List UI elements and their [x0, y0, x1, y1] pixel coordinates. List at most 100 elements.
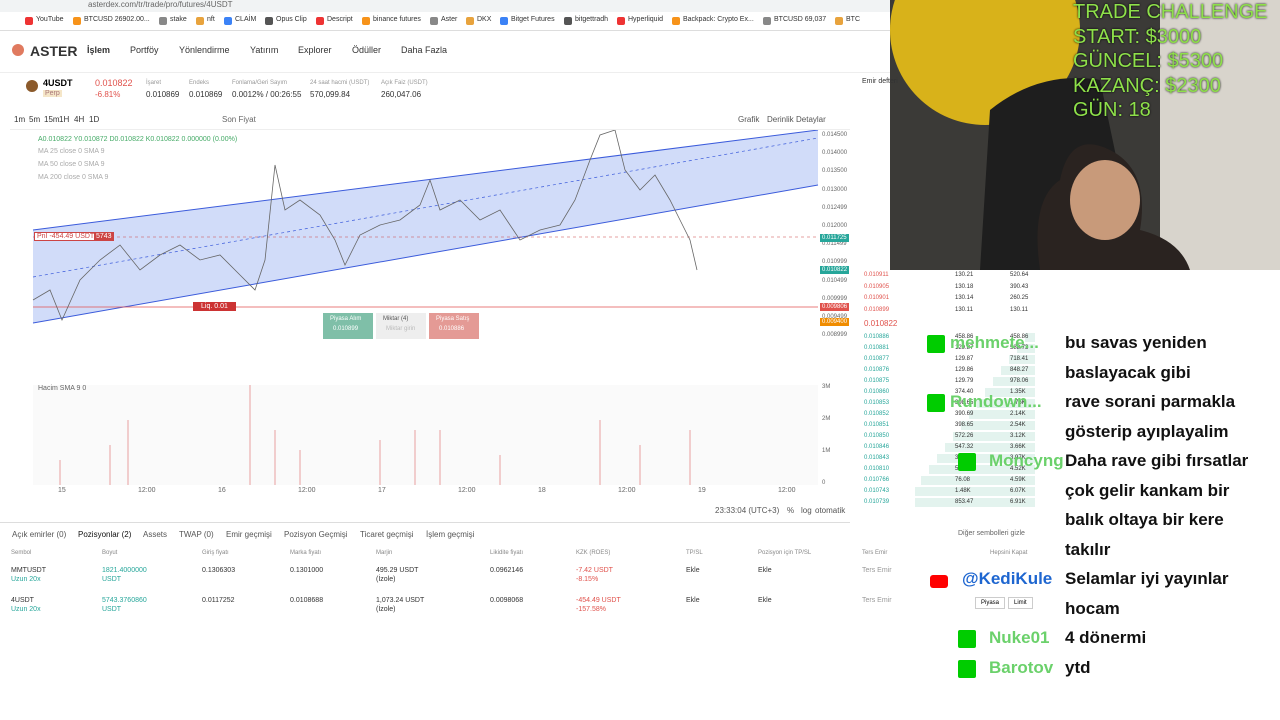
stat-value: 0.010869 — [146, 90, 180, 99]
chat-text: çok gelir kankam bir — [1065, 480, 1230, 500]
chat-text: 4 dönermi — [1065, 628, 1147, 647]
bookmark-icon — [224, 17, 232, 25]
close-button[interactable]: Limit — [1008, 597, 1033, 609]
nav-item[interactable]: İşlem — [87, 45, 111, 55]
nav-item[interactable]: Ödüller — [352, 45, 382, 55]
position-cell[interactable]: Ters Emir — [862, 597, 892, 604]
scale-option[interactable]: otomatik — [815, 506, 846, 515]
symbol[interactable]: 4USDT — [43, 78, 73, 88]
chart-view[interactable]: Detaylar — [796, 115, 826, 124]
chart-view[interactable]: Derinlik — [767, 115, 794, 124]
chart-toolbar — [10, 112, 850, 130]
order-button-label: Piyasa Alım — [330, 316, 362, 322]
bookmark[interactable]: bitgettradh — [575, 16, 609, 23]
position-tab[interactable]: Açık emirler (0) — [12, 530, 67, 539]
price-type[interactable]: Son Fiyat — [222, 115, 256, 124]
position-tab[interactable]: TWAP (0) — [179, 530, 214, 539]
ask-cell: 520.64 — [1010, 272, 1029, 278]
bookmark[interactable]: binance futures — [373, 16, 421, 23]
column-header: Likidite fiyatı — [490, 550, 524, 556]
nav-item[interactable]: Explorer — [298, 45, 332, 55]
chat-user: Barotov — [989, 657, 1054, 677]
order-button[interactable] — [323, 313, 373, 339]
position-tab[interactable]: Assets — [143, 530, 168, 539]
bookmark[interactable]: BTCUSD 26902.00... — [84, 16, 150, 23]
bookmark[interactable]: CLAİM — [235, 16, 257, 23]
chat-user: mehmete... — [950, 333, 1039, 352]
column-header: KZK (ROES) — [576, 550, 611, 556]
chat-text: baslayacak gibi — [1065, 362, 1191, 382]
interval[interactable]: 1m — [14, 115, 26, 124]
position-tab[interactable]: Ticaret geçmişi — [360, 530, 414, 539]
bid-cell: 398.65 — [955, 400, 974, 406]
position-cell[interactable]: Ters Emir — [862, 567, 892, 574]
bookmark[interactable]: nft — [207, 16, 215, 23]
bookmark[interactable]: Aster — [441, 16, 458, 23]
position-cell[interactable]: Ekle — [758, 597, 772, 604]
bookmark[interactable]: Opus Clip — [276, 16, 307, 23]
order-button[interactable] — [429, 313, 479, 339]
overlay-text: GÜN: 18 — [1073, 99, 1151, 121]
position-tab[interactable]: Pozisyonlar (2) — [78, 530, 132, 539]
position-cell[interactable]: Ekle — [758, 567, 772, 574]
order-button-price: 0.010899 — [333, 326, 359, 332]
ask-cell: 130.11 — [955, 306, 973, 313]
bookmark[interactable]: Bitget Futures — [511, 16, 555, 23]
column-header: Giriş fiyatı — [202, 550, 229, 556]
position-cell: 495.29 USDT — [376, 567, 419, 574]
chart-view[interactable]: Grafik — [738, 115, 760, 124]
close-button[interactable]: Piyasa — [975, 597, 1006, 609]
scale-option[interactable]: % — [787, 506, 795, 515]
position-tab[interactable]: Pozisyon Geçmişi — [284, 530, 348, 539]
bid-cell: 0.010810 — [864, 466, 890, 472]
order-button-price: Miktar girin — [386, 326, 416, 332]
bookmark-icon — [617, 17, 625, 25]
bookmark[interactable]: Hyperliquid — [628, 16, 664, 23]
bookmark[interactable]: DKX — [477, 16, 492, 23]
position-cell: 0.0098068 — [490, 597, 524, 604]
interval[interactable]: 1D — [89, 115, 100, 124]
webcam — [890, 0, 1280, 270]
bookmark[interactable]: Backpack: Crypto Ex... — [683, 16, 754, 23]
price-axis-label: 0.009499 — [822, 314, 848, 320]
interval[interactable]: 4H — [74, 115, 85, 124]
bid-cell: 547.32 — [955, 444, 974, 450]
url[interactable]: asterdex.com/tr/trade/pro/futures/4USDT — [88, 0, 233, 9]
chat-user: Nuke01 — [989, 628, 1050, 647]
scale-option[interactable]: log — [801, 506, 812, 515]
bookmark-icon — [430, 17, 438, 25]
position-cell: Uzun 20x — [11, 606, 41, 613]
order-button[interactable] — [376, 313, 426, 339]
hide-others[interactable]: Diğer sembolleri gizle — [958, 530, 1025, 537]
position-cell[interactable]: Ekle — [686, 567, 700, 574]
position-cell: 0.0108688 — [290, 597, 324, 604]
logo[interactable]: ASTER — [30, 43, 78, 59]
nav-item[interactable]: Yatırım — [250, 45, 279, 55]
bookmark[interactable]: YouTube — [36, 16, 64, 23]
nav-item[interactable]: Daha Fazla — [401, 45, 448, 55]
bookmark[interactable]: BTC — [846, 16, 860, 23]
nav-item[interactable]: Portföy — [130, 45, 159, 55]
price-axis-label: 0.010999 — [822, 259, 848, 266]
price-tag: 0.009400 — [820, 318, 850, 326]
bid-cell: 2.54K — [1010, 422, 1026, 428]
chart-area — [32, 130, 819, 485]
nav-item[interactable]: Yönlendirme — [179, 45, 230, 55]
bid-cell: 853.47 — [955, 499, 974, 505]
bookmark[interactable]: BTCUSD 69,037 — [774, 16, 827, 23]
interval[interactable]: 15m — [44, 115, 60, 124]
interval[interactable]: 5m — [29, 115, 41, 124]
position-tab[interactable]: İşlem geçmişi — [426, 530, 475, 539]
bid-cell: 398.65 — [955, 422, 974, 428]
position-cell: USDT — [102, 576, 122, 583]
bid-cell: 0.010743 — [864, 488, 890, 494]
chart-time: 23:33:04 (UTC+3) — [715, 506, 780, 515]
interval[interactable]: 1H — [59, 115, 70, 124]
ask-cell: 0.010905 — [864, 283, 890, 290]
bid-cell: 458.86 — [1010, 334, 1029, 340]
bookmark[interactable]: stake — [170, 16, 187, 23]
position-tab[interactable]: Emir geçmişi — [226, 530, 272, 539]
bookmark[interactable]: Descript — [327, 16, 353, 23]
bid-cell: 6.07K — [1010, 488, 1026, 494]
position-cell[interactable]: Ekle — [686, 597, 700, 604]
